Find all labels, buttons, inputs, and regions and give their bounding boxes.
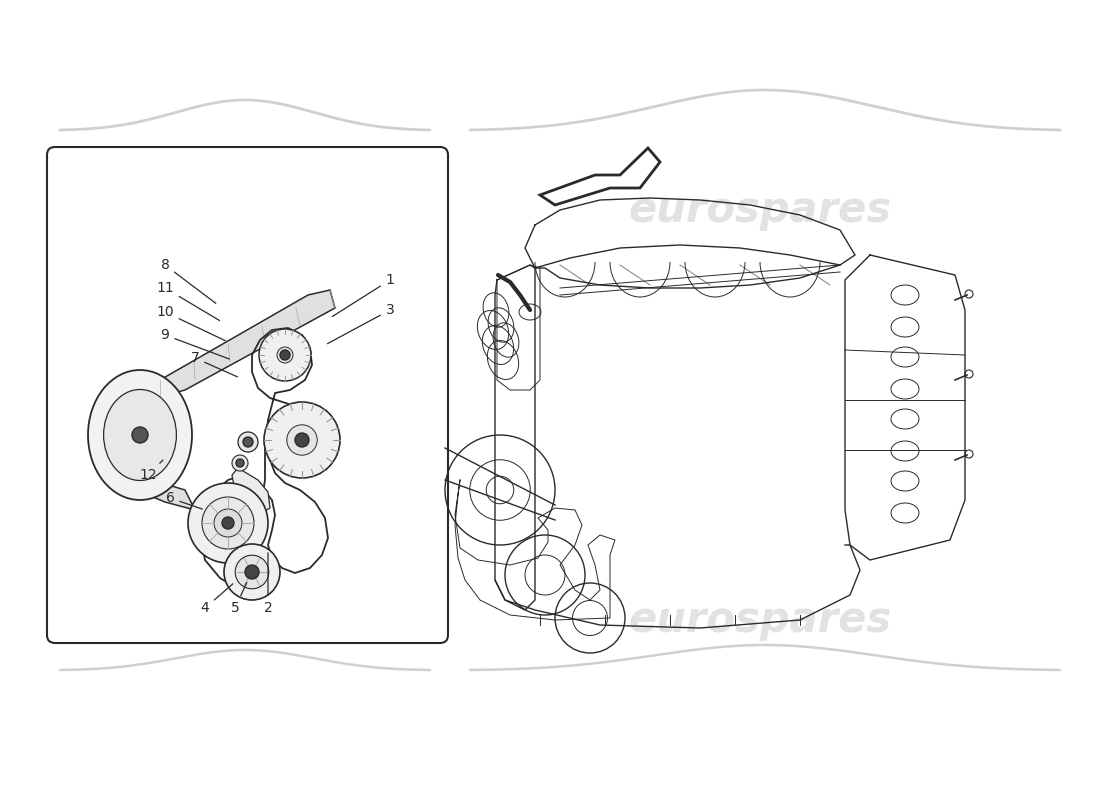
- Circle shape: [277, 347, 293, 363]
- Polygon shape: [107, 462, 195, 510]
- Text: eurospares: eurospares: [628, 599, 892, 641]
- Circle shape: [188, 483, 268, 563]
- Circle shape: [264, 402, 340, 478]
- Polygon shape: [540, 148, 660, 205]
- Ellipse shape: [88, 370, 192, 500]
- Text: 8: 8: [161, 258, 216, 303]
- Circle shape: [287, 425, 317, 455]
- Circle shape: [235, 555, 268, 589]
- Circle shape: [202, 497, 254, 549]
- Text: 5: 5: [231, 582, 246, 615]
- Text: 11: 11: [156, 281, 220, 321]
- Circle shape: [224, 544, 280, 600]
- Text: eurospares: eurospares: [628, 189, 892, 231]
- Text: 9: 9: [161, 328, 230, 359]
- Text: 12: 12: [140, 460, 163, 482]
- Circle shape: [214, 509, 242, 537]
- Circle shape: [243, 437, 253, 447]
- Text: eurospares: eurospares: [98, 189, 362, 231]
- Text: 1: 1: [332, 273, 395, 317]
- Ellipse shape: [103, 390, 176, 481]
- Circle shape: [258, 329, 311, 381]
- Text: 2: 2: [264, 553, 273, 615]
- Polygon shape: [232, 468, 270, 515]
- Circle shape: [222, 517, 234, 529]
- Text: 6: 6: [166, 491, 202, 509]
- Polygon shape: [160, 290, 336, 397]
- Text: eurospares: eurospares: [98, 599, 362, 641]
- FancyBboxPatch shape: [47, 147, 448, 643]
- Circle shape: [236, 459, 244, 467]
- Text: 4: 4: [200, 584, 233, 615]
- Circle shape: [295, 433, 309, 447]
- Text: 3: 3: [328, 303, 395, 344]
- Circle shape: [132, 427, 148, 443]
- Text: 10: 10: [156, 305, 226, 341]
- Circle shape: [238, 432, 258, 452]
- Text: 7: 7: [190, 351, 238, 377]
- Circle shape: [232, 455, 248, 471]
- Circle shape: [280, 350, 290, 360]
- Circle shape: [245, 565, 258, 579]
